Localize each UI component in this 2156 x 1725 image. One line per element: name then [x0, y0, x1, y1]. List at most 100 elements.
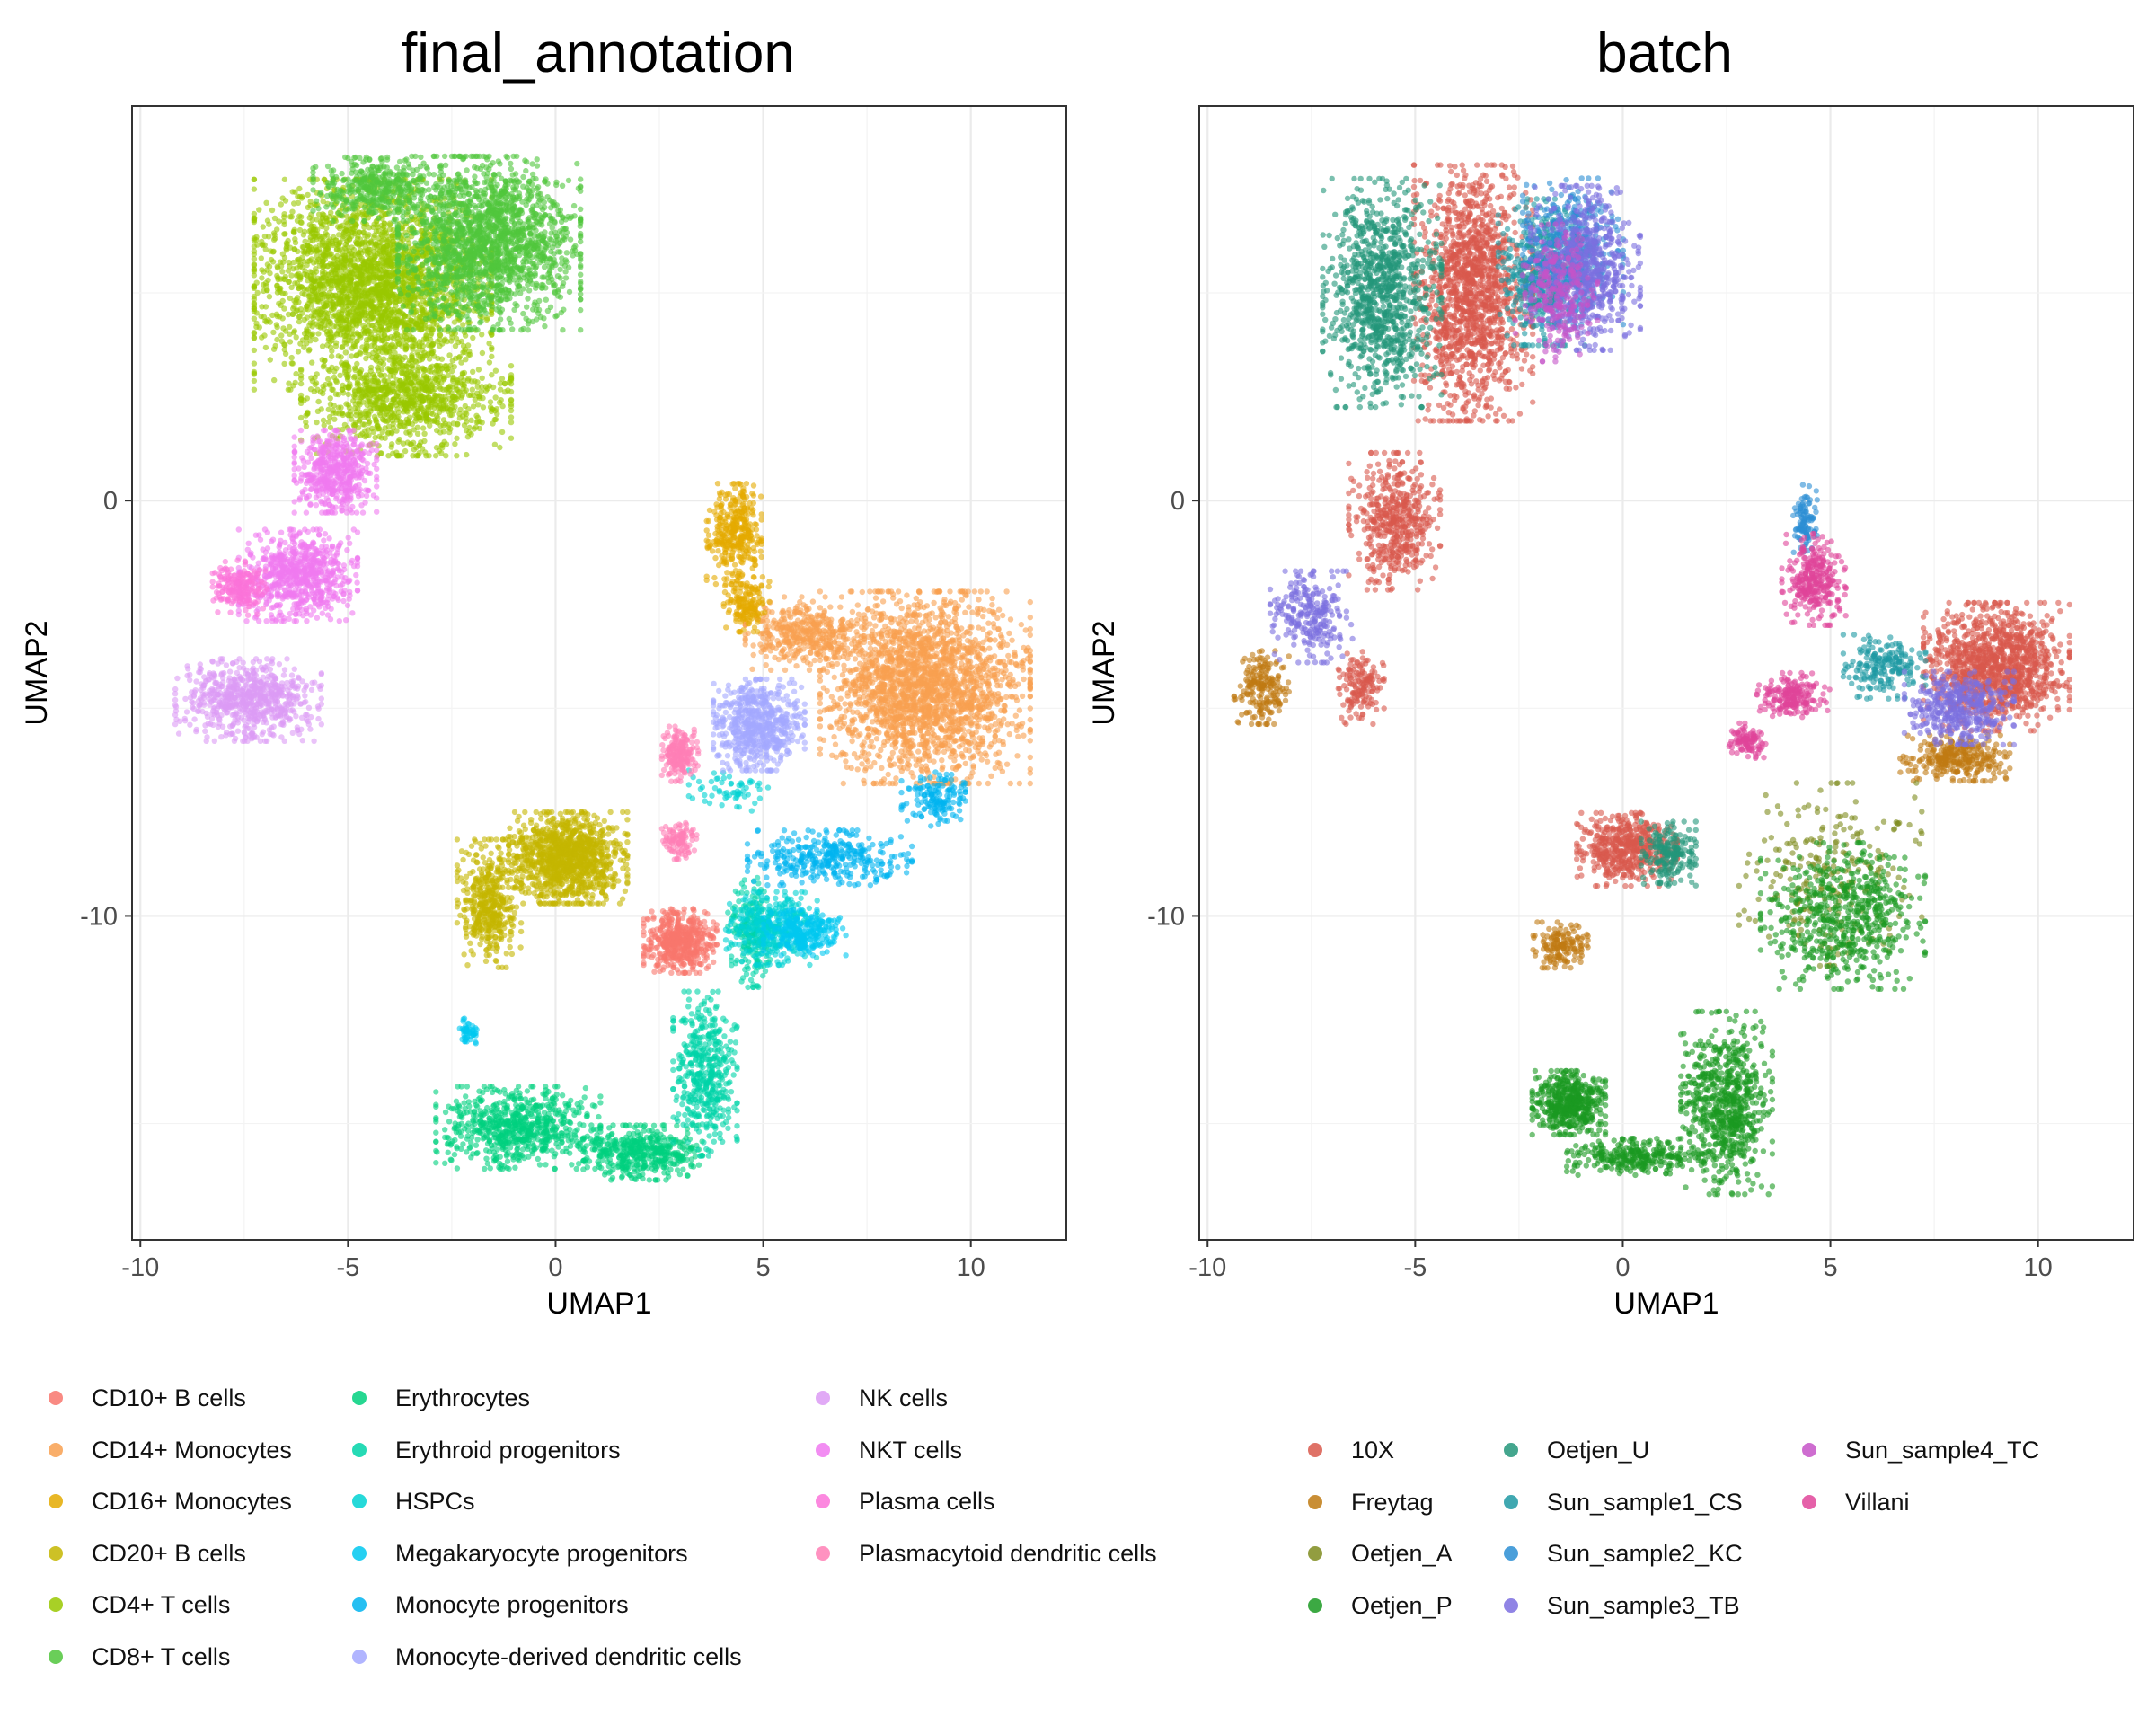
point — [854, 732, 862, 739]
point — [884, 718, 891, 724]
point — [703, 518, 710, 525]
point — [707, 942, 713, 949]
point — [701, 951, 707, 959]
point — [989, 602, 995, 608]
point — [859, 761, 865, 767]
point — [985, 725, 991, 731]
point — [1020, 667, 1027, 673]
point — [601, 818, 607, 824]
point — [938, 676, 944, 683]
point — [791, 627, 798, 634]
point — [537, 837, 543, 844]
point — [922, 712, 929, 719]
point — [940, 668, 946, 676]
point — [860, 743, 866, 750]
point — [835, 701, 841, 707]
point — [782, 667, 789, 673]
point — [842, 701, 848, 707]
point — [859, 680, 865, 687]
point — [1027, 693, 1034, 700]
point — [601, 845, 607, 851]
point — [651, 969, 658, 975]
point — [723, 624, 729, 631]
point — [831, 653, 838, 659]
point — [827, 723, 834, 730]
series-cd16-monocytes — [703, 481, 773, 635]
point — [1027, 716, 1034, 723]
point — [878, 747, 884, 754]
point — [769, 609, 775, 615]
point — [665, 954, 671, 961]
point — [984, 694, 990, 702]
point — [744, 596, 750, 602]
point — [925, 745, 932, 751]
point — [613, 837, 619, 845]
point — [867, 588, 873, 595]
point — [460, 856, 466, 863]
point — [962, 609, 968, 615]
point — [841, 667, 848, 673]
point — [552, 875, 559, 881]
point — [584, 870, 590, 876]
point — [808, 614, 816, 621]
point — [650, 951, 657, 959]
point — [686, 918, 693, 925]
point — [848, 765, 854, 772]
point — [781, 628, 787, 635]
point — [1016, 780, 1023, 787]
point — [777, 640, 783, 646]
point — [654, 961, 661, 968]
point — [870, 638, 878, 644]
point — [612, 849, 619, 855]
point — [906, 730, 914, 736]
point — [624, 817, 631, 823]
point — [860, 748, 866, 756]
point — [970, 753, 977, 759]
point — [961, 677, 968, 684]
point — [879, 598, 887, 605]
point — [721, 558, 728, 565]
point — [594, 840, 600, 847]
point — [480, 854, 486, 861]
point — [574, 874, 581, 880]
point — [949, 719, 955, 726]
point — [853, 666, 859, 673]
point — [800, 657, 807, 664]
point — [947, 588, 953, 595]
point — [581, 836, 588, 842]
point — [921, 628, 928, 634]
point — [514, 818, 521, 824]
point — [754, 533, 760, 539]
point — [889, 749, 896, 756]
point — [507, 937, 513, 943]
point — [892, 780, 899, 787]
point — [927, 703, 933, 711]
point — [941, 611, 947, 617]
point — [603, 893, 609, 899]
point — [712, 580, 720, 588]
point — [659, 924, 666, 930]
point — [529, 834, 535, 841]
point — [1018, 723, 1025, 730]
point — [981, 705, 987, 712]
point — [734, 521, 740, 527]
point — [1000, 612, 1006, 619]
point — [558, 851, 564, 857]
point — [727, 505, 733, 511]
point — [747, 614, 754, 620]
point — [778, 650, 784, 657]
point — [732, 585, 739, 591]
point — [493, 958, 499, 965]
point — [879, 699, 886, 705]
point — [677, 931, 684, 938]
series-cd14-monocytes — [742, 588, 1034, 787]
point — [724, 570, 730, 576]
point — [817, 709, 824, 715]
point — [793, 663, 800, 669]
point — [468, 843, 475, 849]
point — [808, 640, 815, 646]
point — [658, 917, 666, 924]
point — [984, 758, 991, 765]
point — [923, 694, 929, 701]
